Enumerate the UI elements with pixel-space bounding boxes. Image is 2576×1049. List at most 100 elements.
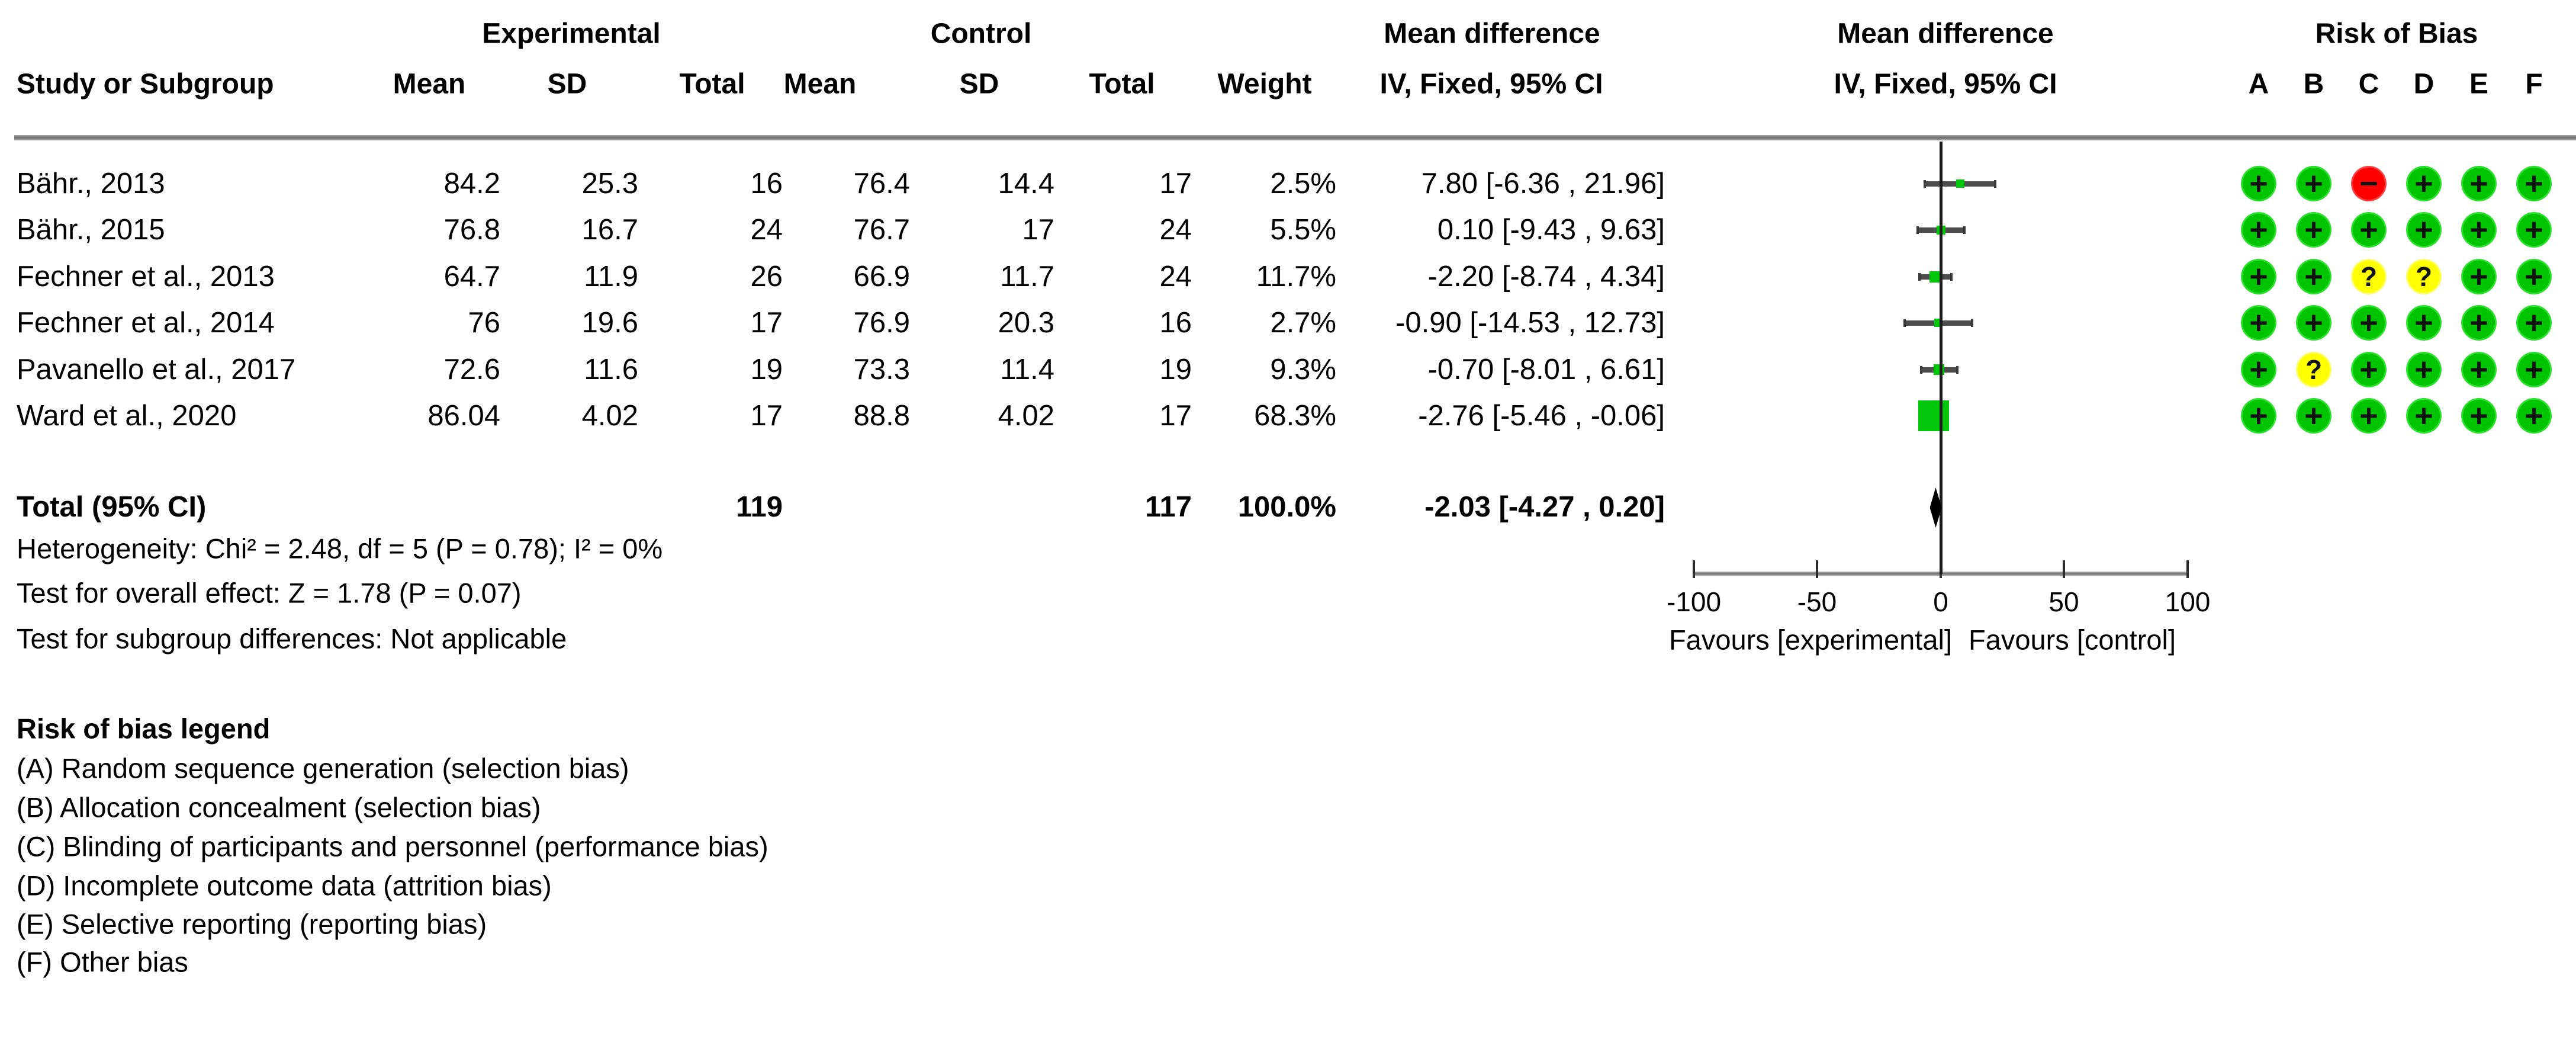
zero-effect-line xyxy=(1940,142,1943,574)
rob-legend-item-d: (D) Incomplete outcome data (attrition b… xyxy=(17,870,552,902)
rob-low-risk-icon: + xyxy=(2463,307,2495,339)
cell-ctl_mean: 76.4 xyxy=(853,168,910,200)
col-header-exp-mean: Mean xyxy=(393,68,466,100)
cell-md_ci: 0.10 [-9.43 , 9.63] xyxy=(1437,214,1665,246)
rob-low-risk-icon: + xyxy=(2408,354,2440,386)
rob-low-risk-icon: + xyxy=(2353,400,2385,432)
rob-low-risk-icon: + xyxy=(2298,307,2330,339)
rob-low-risk-icon: + xyxy=(2518,168,2550,200)
cell-exp_sd: 19.6 xyxy=(581,307,638,339)
rob-low-risk-icon: + xyxy=(2518,214,2550,246)
rob-low-risk-icon: + xyxy=(2298,168,2330,200)
cell-ctl_mean: 66.9 xyxy=(853,261,910,293)
rob-low-risk-icon: + xyxy=(2408,400,2440,432)
ci-cap-right xyxy=(1956,366,1958,374)
total-exp-n: 119 xyxy=(735,491,783,523)
ci-cap-left xyxy=(1916,226,1919,234)
rob-letter-e: E xyxy=(2469,68,2489,100)
cell-ctl_total: 24 xyxy=(1159,214,1192,246)
rob-low-risk-icon: + xyxy=(2463,354,2495,386)
effect-marker xyxy=(1918,400,1950,431)
rob-letter-b: B xyxy=(2303,68,2324,100)
rob-low-risk-icon: + xyxy=(2518,261,2550,293)
rob-low-risk-icon: + xyxy=(2298,400,2330,432)
heterogeneity-stat: Heterogeneity: Chi² = 2.48, df = 5 (P = … xyxy=(17,532,663,564)
cell-exp_total: 19 xyxy=(750,354,783,386)
cell-ctl_mean: 88.8 xyxy=(853,400,910,432)
ci-cap-left xyxy=(1924,180,1927,188)
study-label: Fechner et al., 2013 xyxy=(17,261,275,293)
rob-low-risk-icon: + xyxy=(2243,168,2275,200)
group-header-control: Control xyxy=(930,18,1032,50)
rob-low-risk-icon: + xyxy=(2463,214,2495,246)
cell-ctl_total: 17 xyxy=(1159,168,1192,200)
cell-ctl_sd: 17 xyxy=(1022,214,1054,246)
col-header-exp-sd: SD xyxy=(547,68,587,100)
cell-exp_sd: 16.7 xyxy=(581,214,638,246)
total-row-label: Total (95% CI) xyxy=(17,491,207,523)
effect-marker xyxy=(1929,271,1941,283)
rob-low-risk-icon: + xyxy=(2463,261,2495,293)
cell-exp_total: 26 xyxy=(750,261,783,293)
cell-exp_mean: 76 xyxy=(468,307,500,339)
cell-exp_mean: 64.7 xyxy=(443,261,500,293)
cell-weight: 5.5% xyxy=(1270,214,1336,246)
col-header-ctl-total: Total xyxy=(1089,68,1155,100)
col-header-study: Study or Subgroup xyxy=(17,68,274,100)
rob-low-risk-icon: + xyxy=(2518,354,2550,386)
rob-legend-title: Risk of bias legend xyxy=(17,713,271,745)
col-header-ctl-sd: SD xyxy=(959,68,999,100)
group-header-experimental: Experimental xyxy=(482,18,661,50)
col-header-ctl-mean: Mean xyxy=(783,68,857,100)
rob-low-risk-icon: + xyxy=(2243,261,2275,293)
cell-ctl_total: 19 xyxy=(1159,354,1192,386)
ci-cap-right xyxy=(1971,319,1974,327)
ci-cap-right xyxy=(1950,273,1953,281)
axis-tick-label: -50 xyxy=(1797,586,1837,617)
axis-tick xyxy=(2186,560,2189,578)
group-header-mean-difference-plot: Mean difference xyxy=(1837,18,2054,50)
rob-low-risk-icon: + xyxy=(2353,307,2385,339)
rob-low-risk-icon: + xyxy=(2298,261,2330,293)
study-label: Ward et al., 2020 xyxy=(17,400,237,432)
rob-low-risk-icon: + xyxy=(2408,168,2440,200)
group-header-mean-difference-text: Mean difference xyxy=(1384,18,1600,50)
cell-exp_mean: 84.2 xyxy=(443,168,500,200)
rob-low-risk-icon: + xyxy=(2408,214,2440,246)
rob-low-risk-icon: + xyxy=(2243,400,2275,432)
axis-tick-label: -100 xyxy=(1666,586,1722,617)
group-header-risk-of-bias: Risk of Bias xyxy=(2315,18,2478,50)
rob-low-risk-icon: + xyxy=(2518,400,2550,432)
rob-legend-item-b: (B) Allocation concealment (selection bi… xyxy=(17,791,541,823)
rob-legend-item-c: (C) Blinding of participants and personn… xyxy=(17,830,768,862)
rob-low-risk-icon: + xyxy=(2243,354,2275,386)
cell-weight: 68.3% xyxy=(1254,400,1336,432)
cell-weight: 2.5% xyxy=(1270,168,1336,200)
cell-exp_total: 17 xyxy=(750,307,783,339)
cell-md_ci: -2.76 [-5.46 , -0.06] xyxy=(1418,400,1665,432)
effect-marker xyxy=(1956,179,1964,188)
cell-exp_mean: 72.6 xyxy=(443,354,500,386)
cell-ctl_sd: 11.4 xyxy=(1000,354,1054,386)
cell-md_ci: -2.20 [-8.74 , 4.34] xyxy=(1427,261,1665,293)
rob-legend-item-e: (E) Selective reporting (reporting bias) xyxy=(17,908,487,940)
total-md-ci: -2.03 [-4.27 , 0.20] xyxy=(1424,491,1665,523)
rob-low-risk-icon: + xyxy=(2243,214,2275,246)
col-header-exp-total: Total xyxy=(679,68,745,100)
favours-control-label: Favours [control] xyxy=(1968,624,2176,656)
study-label: Bähr., 2013 xyxy=(17,168,165,200)
col-header-iv-plot: IV, Fixed, 95% CI xyxy=(1834,68,2057,100)
cell-weight: 2.7% xyxy=(1270,307,1336,339)
subgroup-diff-stat: Test for subgroup differences: Not appli… xyxy=(17,623,567,655)
axis-tick-label: 50 xyxy=(2048,586,2079,617)
rob-unclear-icon: ? xyxy=(2353,261,2385,293)
rob-low-risk-icon: + xyxy=(2353,354,2385,386)
favours-experimental-label: Favours [experimental] xyxy=(1668,624,1953,656)
cell-exp_sd: 25.3 xyxy=(581,168,638,200)
ci-cap-right xyxy=(1963,226,1966,234)
rob-low-risk-icon: + xyxy=(2463,400,2495,432)
col-header-weight: Weight xyxy=(1217,68,1312,100)
cell-ctl_sd: 14.4 xyxy=(998,168,1054,200)
col-header-iv-text: IV, Fixed, 95% CI xyxy=(1379,68,1603,100)
